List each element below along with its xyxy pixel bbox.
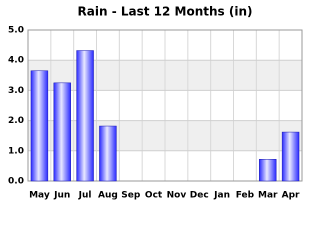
- x-tick-label: May: [29, 191, 50, 201]
- bar: [99, 125, 117, 182]
- y-tick-label: 0.0: [8, 177, 24, 187]
- x-tick-label: Apr: [282, 191, 300, 201]
- x-tick-label: Mar: [258, 191, 278, 201]
- bar: [259, 159, 277, 182]
- chart: Rain - Last 12 Months (in) 0.0 1.0 2.0 3.0 4…: [8, 5, 303, 201]
- x-tick-label: Jul: [78, 191, 92, 201]
- x-tick-label: Sep: [121, 191, 141, 201]
- y-tick-label: 2.0: [8, 116, 24, 126]
- page: {"chart_data": {"type": "bar", "title": …: [8, 4, 303, 201]
- y-tick-label: 5.0: [8, 26, 24, 36]
- bar: [30, 70, 49, 182]
- x-tick-label: Nov: [167, 191, 187, 201]
- x-tick-label: Dec: [190, 191, 209, 201]
- chart-title: Rain - Last 12 Months (in): [78, 5, 253, 19]
- bar: [53, 82, 71, 182]
- bar: [76, 50, 94, 182]
- bar: [281, 131, 300, 182]
- x-tick-label: Oct: [145, 191, 163, 201]
- y-tick-label: 3.0: [8, 86, 24, 96]
- x-tick-label: Aug: [98, 191, 118, 201]
- x-tick-label: Jan: [213, 191, 230, 201]
- y-tick-label: 4.0: [8, 56, 24, 66]
- y-tick-label: 1.0: [8, 146, 24, 156]
- x-tick-label: Feb: [236, 191, 255, 201]
- plot-border: [27, 29, 303, 182]
- x-tick-label: Jun: [53, 191, 70, 201]
